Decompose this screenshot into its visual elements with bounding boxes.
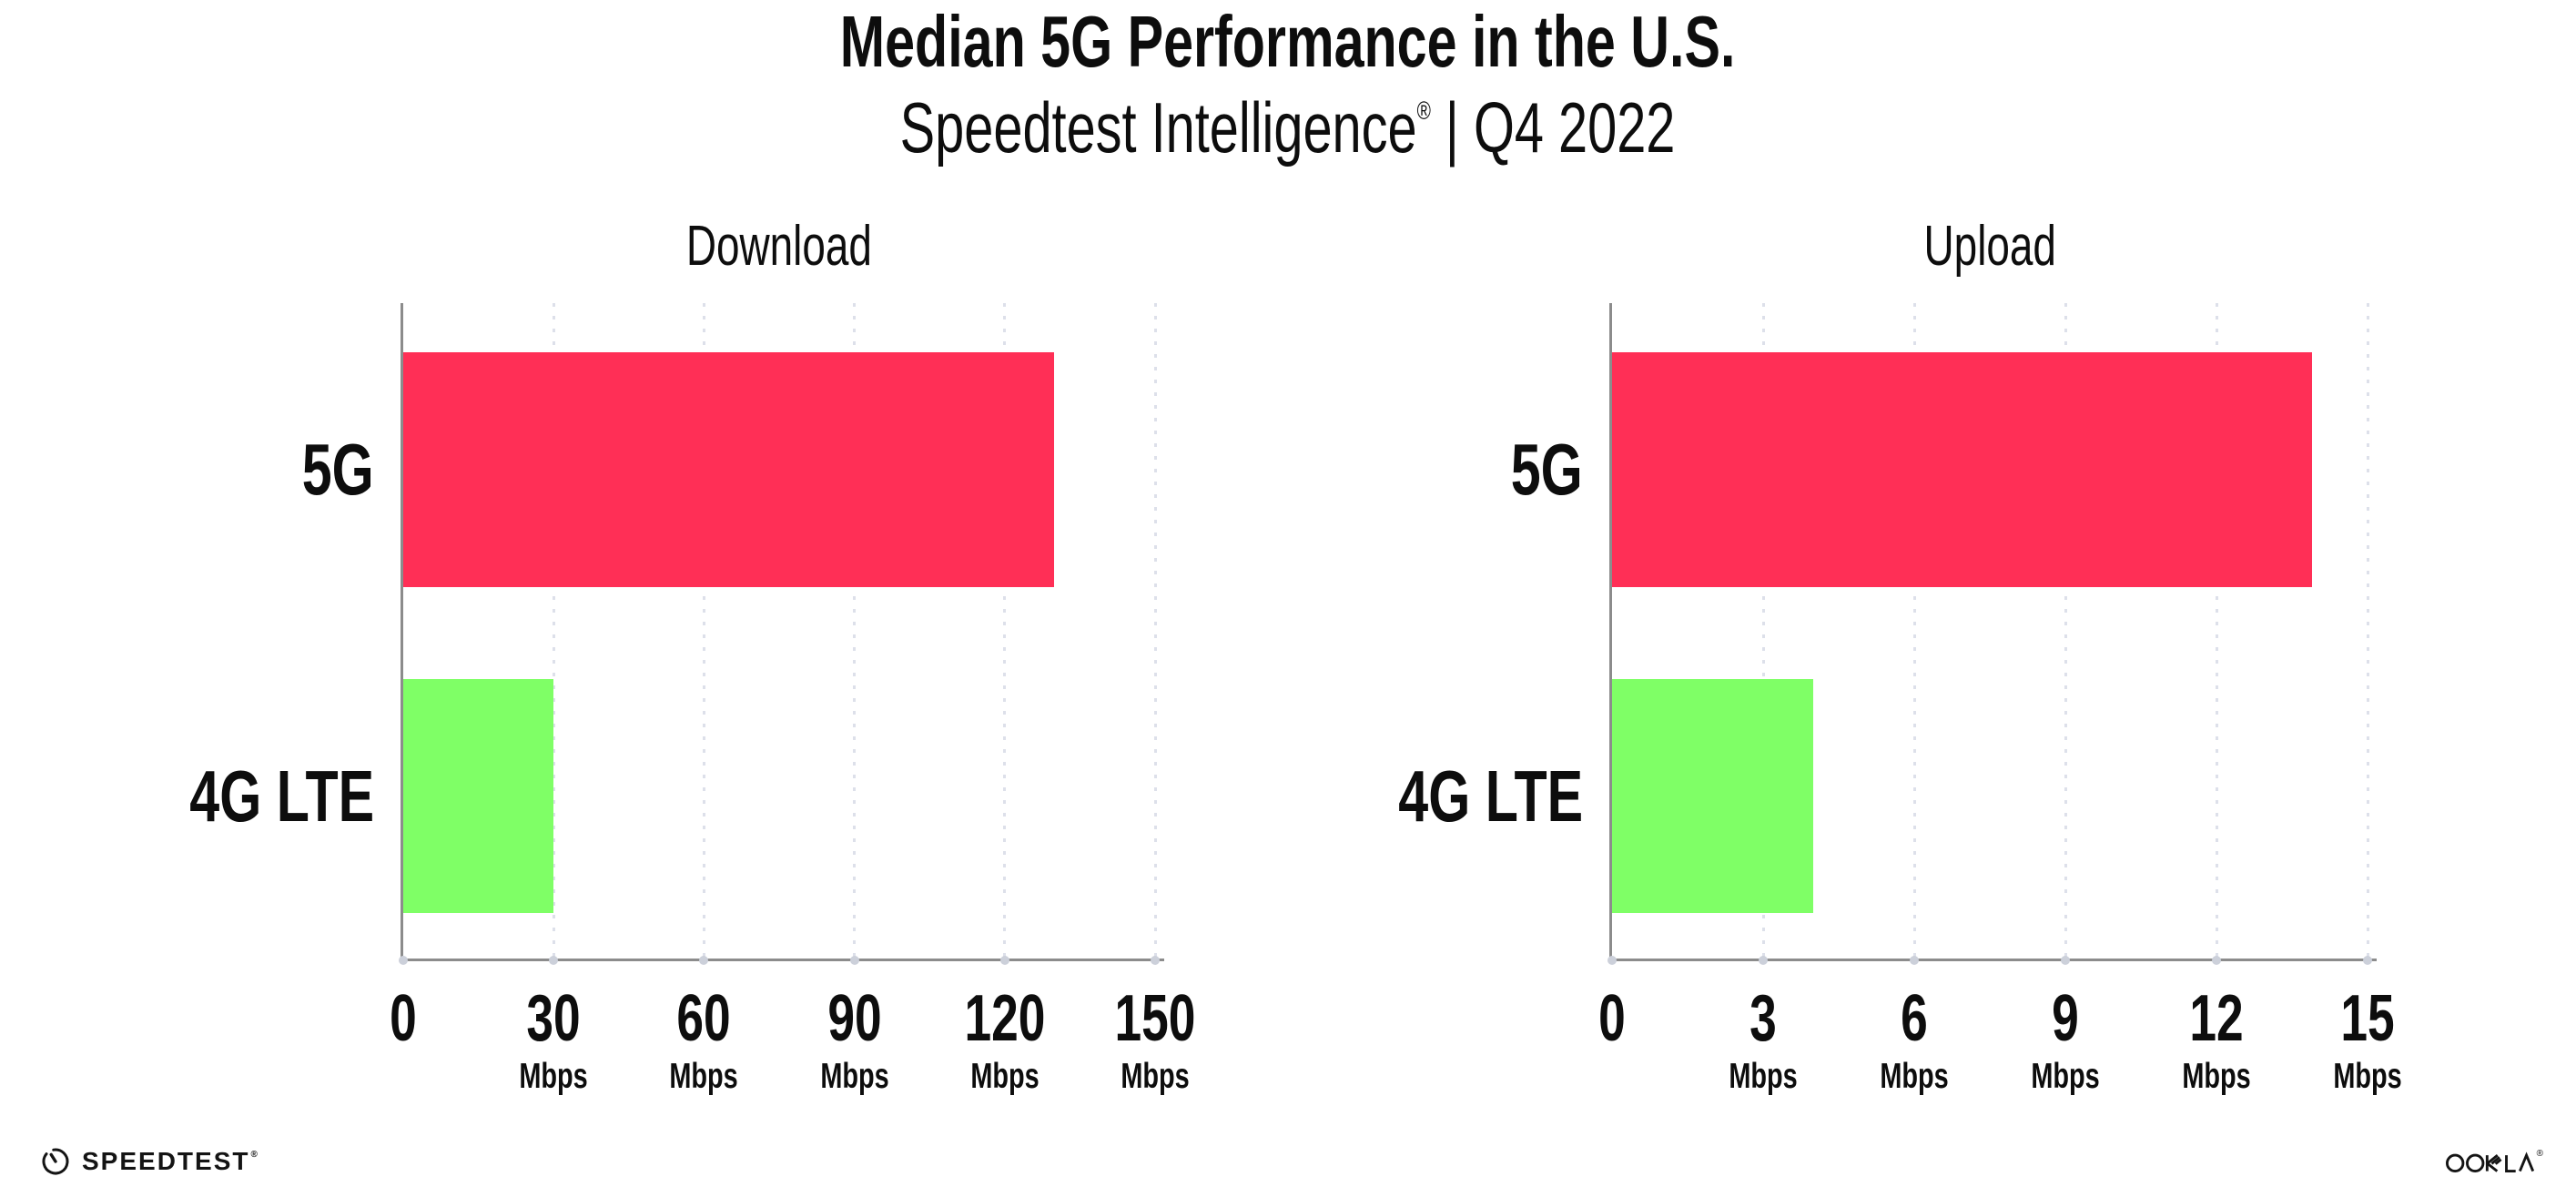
axis-tick-dot — [1759, 955, 1768, 965]
x-tick: 120 Mbps — [964, 982, 1046, 1096]
gridline-90 — [853, 303, 857, 959]
gridline-3 — [1761, 303, 1765, 959]
x-tick: 0 — [1598, 982, 1626, 1055]
upload-chart-title: Upload — [1923, 215, 2056, 278]
ookla-wordmark-icon — [2445, 1151, 2537, 1174]
speedtest-registered-mark: ® — [250, 1150, 259, 1160]
axis-tick-dot — [2212, 955, 2221, 965]
registered-mark: ® — [1417, 96, 1432, 125]
gridline-12 — [2215, 303, 2218, 959]
axis-tick-dot — [699, 955, 709, 965]
gridline-15 — [2366, 303, 2369, 959]
subtitle-period: Q4 2022 — [1474, 87, 1676, 167]
x-tick: 30 Mbps — [519, 982, 588, 1096]
subtitle-separator: | — [1431, 87, 1475, 167]
category-label-4g-lte: 4G LTE — [189, 755, 374, 837]
axis-tick-dot — [999, 955, 1009, 965]
axis-tick-dot — [1151, 955, 1160, 965]
axis-tick-dot — [1910, 955, 1919, 965]
page-subtitle: Speedtest Intelligence® | Q4 2022 — [0, 87, 2576, 169]
download-x-tick-labels: 0 30 Mbps 60 Mbps 90 Mbps 120 Mbps 150 Mbps — [390, 959, 1195, 1122]
y-axis-line — [401, 303, 403, 961]
gridline-9 — [2064, 303, 2067, 959]
x-axis-line — [401, 959, 1164, 961]
bar-4g-lte-upload — [1612, 679, 1814, 914]
download-plot-area — [399, 303, 1164, 965]
speedtest-gauge-icon — [40, 1146, 71, 1177]
bar-4g-lte-download — [403, 679, 553, 914]
axis-tick-dot — [399, 955, 408, 965]
bar-5g-upload — [1612, 352, 2313, 587]
axis-tick-dot — [2061, 955, 2070, 965]
y-axis-line — [1609, 303, 1612, 961]
download-chart-title: Download — [685, 215, 873, 278]
x-tick: 12 Mbps — [2182, 982, 2251, 1096]
gridline-6 — [1912, 303, 1916, 959]
gridline-120 — [1003, 303, 1007, 959]
bar-5g-download — [403, 352, 1054, 587]
x-tick: 150 Mbps — [1114, 982, 1196, 1096]
speedtest-wordmark: SPEEDTEST® — [82, 1147, 259, 1175]
axis-tick-dot — [1607, 955, 1617, 965]
subtitle-product: Speedtest Intelligence — [900, 87, 1418, 167]
gridline-30 — [552, 303, 555, 959]
upload-chart: Upload 5G 4G LTE 0 3 Mbps 6 Mbps 9 Mbps — [1398, 215, 2402, 1094]
category-label-5g: 5G — [1511, 428, 1583, 510]
upload-x-tick-labels: 0 3 Mbps 6 Mbps 9 Mbps 12 Mbps 15 Mbps — [1598, 959, 2401, 1122]
x-tick: 0 — [390, 982, 417, 1055]
x-tick: 90 Mbps — [819, 982, 889, 1096]
ookla-logo: OOKLA ® — [2445, 1149, 2543, 1174]
x-tick: 3 Mbps — [1729, 982, 1798, 1096]
speedtest-logo: SPEEDTEST® — [40, 1146, 259, 1177]
ookla-registered-mark: ® — [2536, 1149, 2543, 1159]
x-axis-line — [1609, 959, 2377, 961]
x-tick: 60 Mbps — [669, 982, 739, 1096]
category-label-4g-lte: 4G LTE — [1398, 755, 1583, 837]
x-tick: 6 Mbps — [1880, 982, 1949, 1096]
download-chart: Download 5G 4G LTE 0 30 Mbps 60 Mbps 90 Mbp… — [189, 215, 1195, 1094]
axis-tick-dot — [2363, 955, 2372, 965]
gridline-60 — [702, 303, 705, 959]
x-tick: 9 Mbps — [2031, 982, 2100, 1096]
category-label-5g: 5G — [302, 428, 374, 510]
axis-tick-dot — [849, 955, 859, 965]
page-title: Median 5G Performance in the U.S. — [840, 1, 1736, 82]
x-tick: 15 Mbps — [2333, 982, 2402, 1096]
gridline-150 — [1153, 303, 1157, 959]
upload-plot-area — [1607, 303, 2377, 965]
axis-tick-dot — [549, 955, 559, 965]
